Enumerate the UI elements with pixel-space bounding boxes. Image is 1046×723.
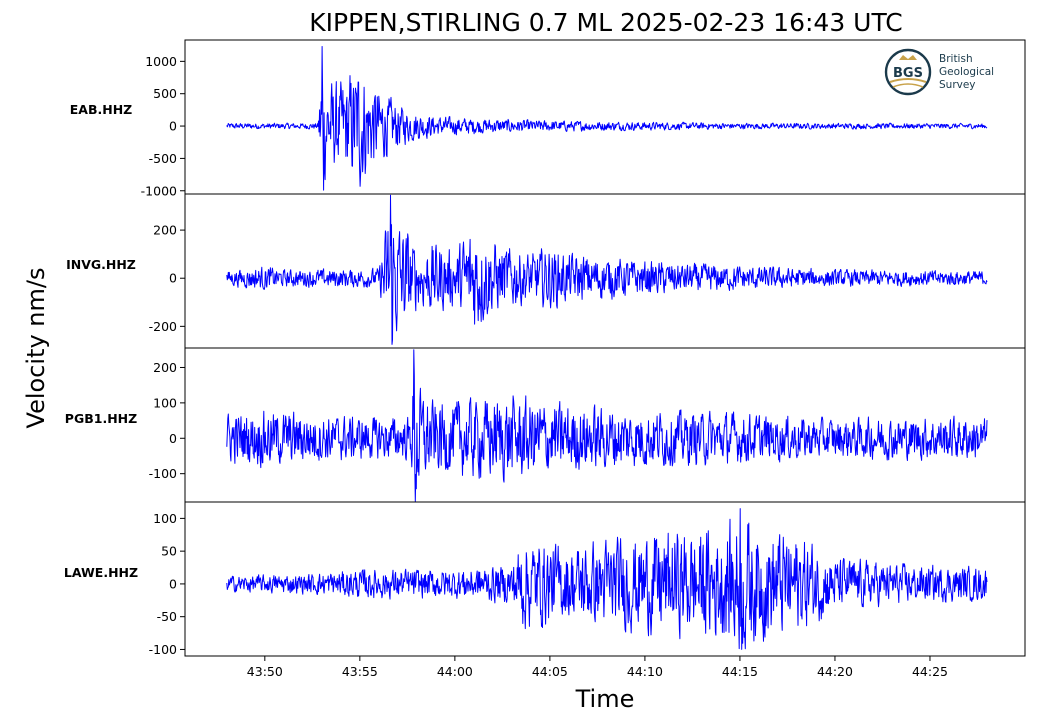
panel-pgb1-hhz: 200 100 0 -100 PGB1.HHZ	[65, 347, 1026, 503]
logo-wave	[889, 78, 927, 83]
y-tick-label: 0	[169, 119, 177, 134]
x-tick-label: 44:15	[722, 664, 758, 679]
x-axis-label: Time	[575, 685, 635, 713]
panel-frame	[184, 501, 1026, 657]
trace-panels: 10005000-500-1000EAB.HHZ2000-200INVG.HHZ…	[64, 39, 1026, 657]
waveform-trace	[226, 508, 988, 650]
y-tick-label: -200	[149, 319, 177, 334]
waveform-trace	[226, 46, 988, 191]
x-axis: 43:50 43:55 44:00 44:05 44:10 44:15 44:20 44:25	[247, 656, 948, 679]
y-tick-label: 1000	[145, 54, 177, 69]
station-label: LAWE.HHZ	[64, 565, 138, 580]
waveform-trace	[226, 349, 988, 502]
logo-line-1: British	[939, 53, 973, 65]
x-tick-label: 44:20	[817, 664, 853, 679]
y-tick-label: -100	[149, 466, 177, 481]
x-tick-label: 43:50	[247, 664, 283, 679]
waveform-trace	[226, 194, 988, 345]
panel-eab-hhz: 1000 500 0 -500 -1000 EAB.HHZ	[70, 39, 1026, 198]
y-tick-label: 100	[153, 395, 177, 410]
x-tick-label: 44:00	[437, 664, 473, 679]
y-tick-label: 200	[153, 223, 177, 238]
x-tick-label: 44:05	[532, 664, 568, 679]
station-label: EAB.HHZ	[70, 102, 132, 117]
y-tick-label: 0	[169, 576, 177, 591]
y-tick-label: -50	[157, 609, 177, 624]
y-tick-label: 0	[169, 431, 177, 446]
logo-badge: BGS	[893, 66, 923, 81]
station-label: PGB1.HHZ	[65, 411, 137, 426]
y-tick-label: 500	[153, 86, 177, 101]
y-tick-label: 50	[161, 544, 177, 559]
crown-icon	[899, 55, 917, 60]
y-tick-label: -100	[149, 642, 177, 657]
panel-frame	[184, 193, 1026, 349]
y-tick-label: -500	[149, 151, 177, 166]
x-tick-label: 43:55	[342, 664, 378, 679]
logo-line-2: Geological	[939, 66, 994, 78]
bgs-logo: BGS British Geological Survey	[884, 48, 994, 96]
y-tick-label: -1000	[141, 183, 177, 198]
x-tick-label: 44:25	[912, 664, 948, 679]
logo-line-3: Survey	[939, 79, 976, 91]
y-tick-label: 200	[153, 360, 177, 375]
y-tick-label: 0	[169, 271, 177, 286]
panel-lawe-hhz: 100 50 0 -50 -100 LAWE.HHZ	[64, 501, 1026, 657]
chart-title: KIPPEN,STIRLING 0.7 ML 2025-02-23 16:43 …	[309, 8, 903, 37]
x-tick-label: 44:10	[627, 664, 663, 679]
panel-invg-hhz: 200 0 -200 INVG.HHZ	[66, 193, 1026, 349]
logo-ring	[884, 48, 932, 96]
logo-wave-2	[892, 83, 924, 88]
y-tick-label: 100	[153, 511, 177, 526]
y-axis-label: Velocity nm/s	[22, 268, 50, 429]
station-label: INVG.HHZ	[66, 257, 136, 272]
